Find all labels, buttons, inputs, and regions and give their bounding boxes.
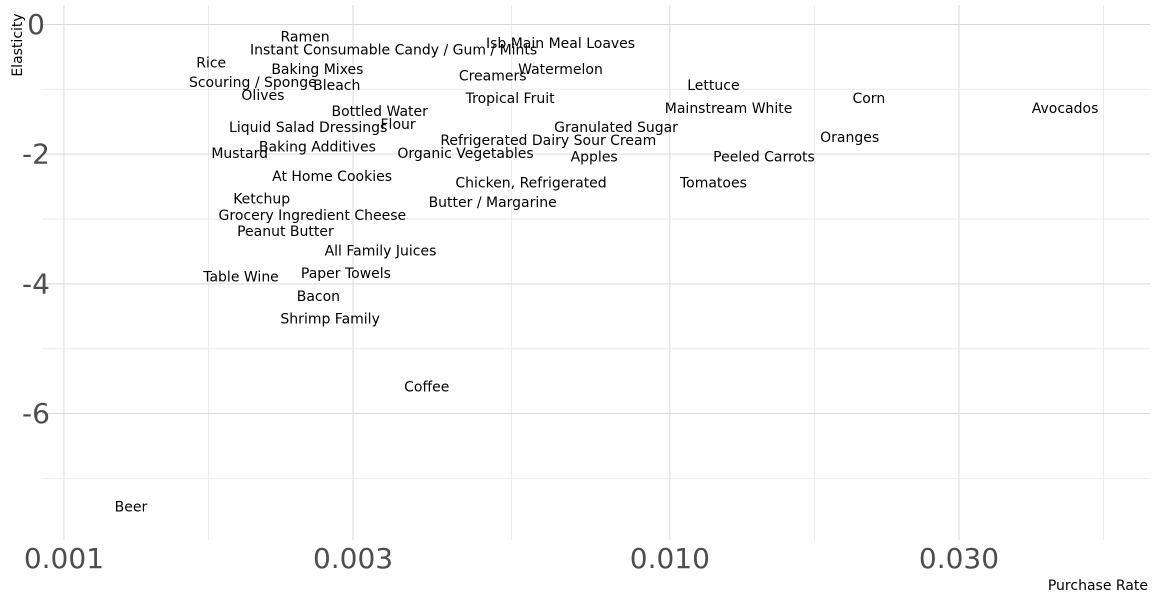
point-label: Granulated Sugar bbox=[554, 120, 678, 136]
point-label: Peeled Carrots bbox=[713, 149, 815, 165]
point-label: Mainstream White bbox=[665, 101, 793, 117]
point-label: Shrimp Family bbox=[280, 312, 379, 328]
point-label: All Family Juices bbox=[325, 243, 437, 259]
point-label: Table Wine bbox=[202, 269, 279, 285]
x-tick-label: 0.003 bbox=[313, 542, 393, 575]
point-label: Lettuce bbox=[687, 78, 739, 94]
y-tick-label: -6 bbox=[22, 397, 50, 430]
point-label: Instant Consumable Candy / Gum / Mints bbox=[250, 42, 537, 58]
point-label: Paper Towels bbox=[301, 266, 391, 282]
point-label: Tomatoes bbox=[679, 175, 747, 191]
y-tick-label: -4 bbox=[22, 267, 50, 300]
point-label: Bottled Water bbox=[332, 104, 429, 120]
x-axis-title: Purchase Rate bbox=[1048, 578, 1148, 594]
y-tick-label: 0 bbox=[27, 8, 45, 41]
y-tick-label: -2 bbox=[22, 138, 50, 171]
point-label: Baking Mixes bbox=[271, 62, 363, 78]
point-label: Organic Vegetables bbox=[397, 146, 533, 162]
point-label: Apples bbox=[571, 149, 618, 165]
grid bbox=[42, 5, 1150, 540]
point-label: Grocery Ingredient Cheese bbox=[219, 208, 407, 224]
axis-ticks: 0.001 0.003 0.010 0.030 0 -2 -4 -6 bbox=[22, 8, 999, 575]
point-label: Creamers bbox=[459, 68, 527, 84]
x-tick-label: 0.030 bbox=[919, 542, 999, 575]
point-label: Chicken, Refrigerated bbox=[455, 175, 606, 191]
y-axis-title: Elasticity bbox=[10, 13, 26, 76]
point-label: Beer bbox=[115, 500, 148, 516]
point-label: Baking Additives bbox=[259, 140, 376, 156]
point-label: Refrigerated Dairy Sour Cream bbox=[440, 133, 656, 149]
point-label: Coffee bbox=[404, 380, 449, 396]
point-label: Olives bbox=[241, 88, 284, 104]
point-label: Bleach bbox=[313, 78, 360, 94]
point-label: Oranges bbox=[820, 130, 879, 146]
point-label: Rice bbox=[196, 55, 226, 71]
point-label: Peanut Butter bbox=[237, 224, 334, 240]
point-label: Isb Main Meal Loaves bbox=[486, 36, 635, 52]
point-label: Butter / Margarine bbox=[429, 195, 557, 211]
point-label: Mustard bbox=[211, 146, 268, 162]
point-label: Tropical Fruit bbox=[465, 91, 555, 107]
point-label: Liquid Salad Dressings bbox=[229, 120, 387, 136]
point-label: Watermelon bbox=[518, 62, 603, 78]
point-label: At Home Cookies bbox=[272, 169, 392, 185]
point-label: Avocados bbox=[1032, 101, 1099, 117]
x-tick-label: 0.010 bbox=[630, 542, 710, 575]
point-label: Corn bbox=[852, 91, 885, 107]
x-tick-label: 0.001 bbox=[24, 542, 104, 575]
point-label: Flour bbox=[381, 117, 416, 133]
point-label: Ramen bbox=[281, 29, 330, 45]
point-label: Bacon bbox=[297, 289, 340, 305]
point-label: Ketchup bbox=[233, 192, 290, 208]
point-label: Scouring / Sponge bbox=[189, 75, 317, 91]
